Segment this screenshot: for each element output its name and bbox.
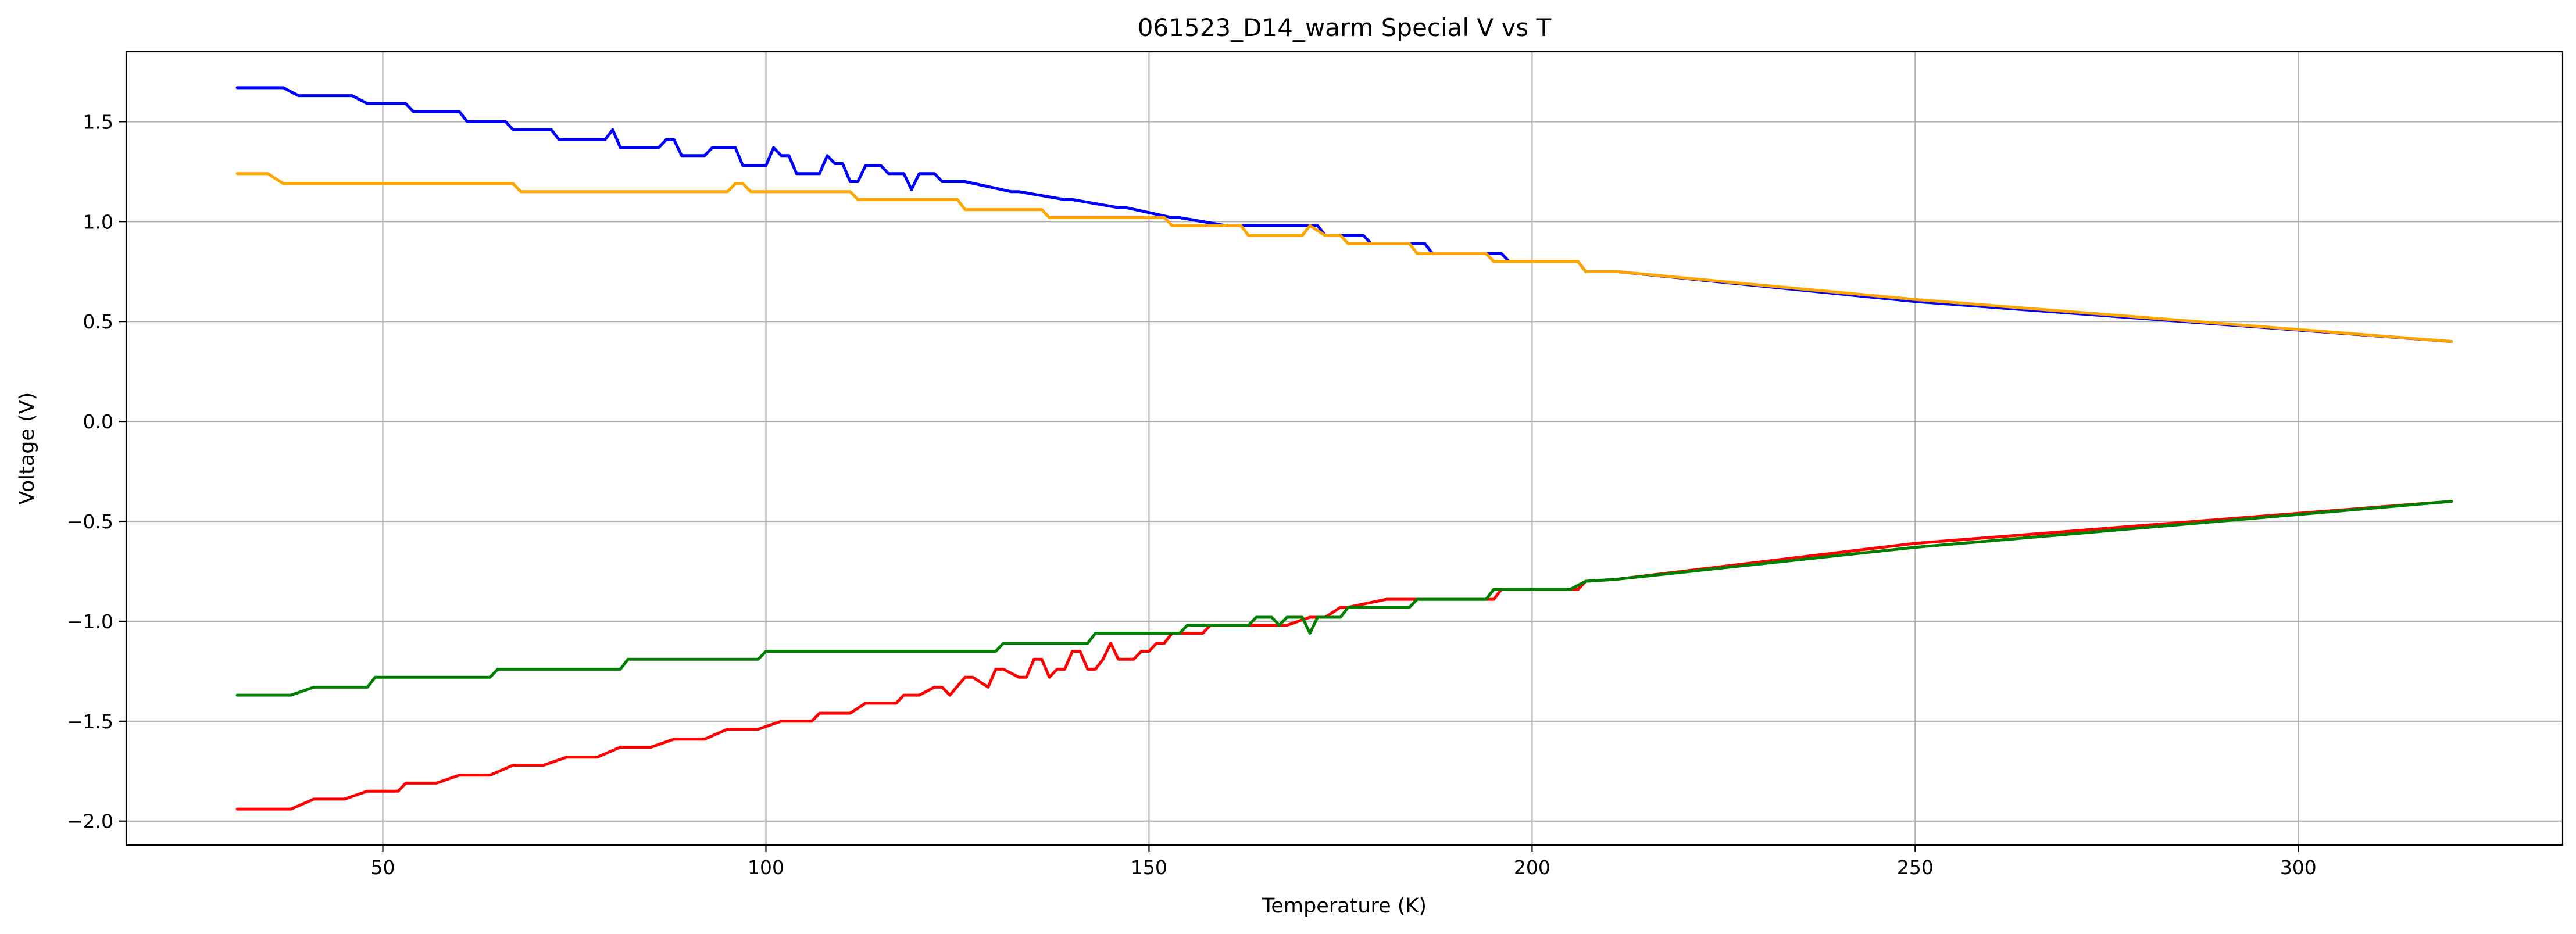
y-axis-title: Voltage (V) <box>16 392 39 505</box>
series-lines <box>235 86 2453 811</box>
axis-ticks: 50 100 150 200 250 300 −2.0 −1.5 −1.0 −0.5 0.0 0.5 1… <box>67 110 2317 879</box>
y-tick-label: 0.0 <box>83 410 113 433</box>
y-tick-label: 1.0 <box>83 210 113 233</box>
y-tick-label: 1.5 <box>83 110 113 133</box>
x-tick-label: 150 <box>1131 856 1167 879</box>
y-tick-label: −0.5 <box>67 510 113 533</box>
y-tick-label: 0.5 <box>83 310 113 333</box>
x-tick-label: 50 <box>371 856 395 879</box>
y-tick-label: −1.0 <box>67 610 113 633</box>
grid <box>126 52 2563 845</box>
plot-frame <box>125 51 2564 846</box>
y-tick-label: −2.0 <box>67 810 113 833</box>
series-line-2 <box>235 172 2453 343</box>
series-line-4 <box>235 500 2453 697</box>
x-tick-label: 200 <box>1514 856 1550 879</box>
x-axis-title: Temperature (K) <box>1262 894 1427 918</box>
y-tick-label: −1.5 <box>67 710 113 733</box>
x-tick-label: 100 <box>748 856 784 879</box>
x-tick-label: 300 <box>2280 856 2317 879</box>
x-tick-label: 250 <box>1897 856 1934 879</box>
series-line-1 <box>235 86 2453 343</box>
chart-title: 061523_D14_warm Special V vs T <box>1138 13 1552 42</box>
